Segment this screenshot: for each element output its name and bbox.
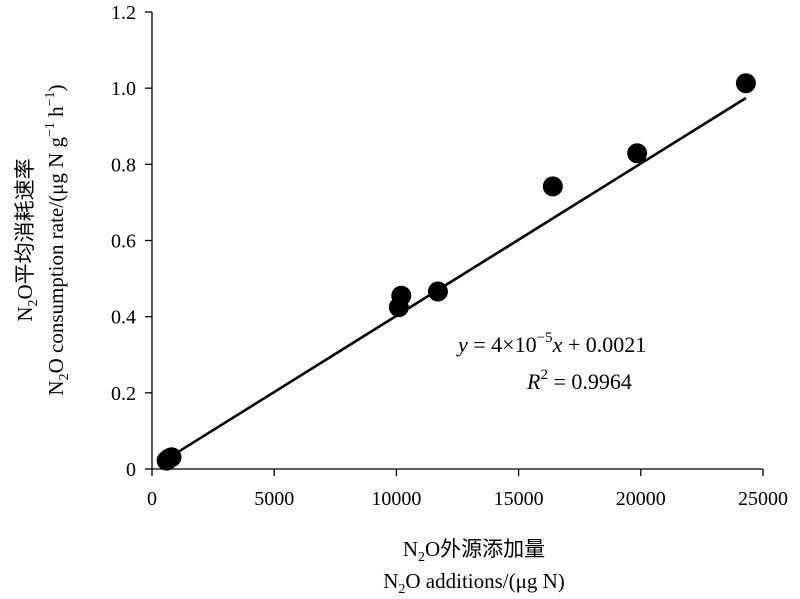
y-axis-title-en: N2O consumption rate/(μg N g−1 h−1) [43,84,72,395]
trendline [165,96,747,461]
x-tick-label: 10000 [371,488,421,510]
data-point [735,73,756,94]
x-axis-title-en: N2O additions/(μg N) [383,569,565,597]
y-tick-label: 0 [126,459,136,481]
y-tick-label: 0.2 [111,383,136,405]
data-point [427,281,448,302]
x-axis-title-cn: N2O外源添加量 [403,537,545,565]
regression-equation: y = 4×10−5x + 0.0021 [456,330,646,357]
y-axis-title-cn: N2O平均消耗速率 [13,158,41,321]
data-points [156,73,756,471]
data-point [161,447,182,468]
x-tick-label: 25000 [738,488,788,510]
r-squared: R2 = 0.9964 [526,367,632,394]
x-tick-label: 0 [147,488,157,510]
tick-labels: 0 5000 10000 15000 20000 25000 0 0.2 0.4 0.6 0.8 1.… [111,2,788,510]
y-tick-label: 1.2 [111,2,136,24]
x-tick-label: 5000 [254,488,294,510]
y-tick-label: 0.6 [111,231,136,253]
x-tick-label: 15000 [494,488,544,510]
y-axis-title-en-group: N2O consumption rate/(μg N g−1 h−1) [43,84,72,395]
data-point [627,143,648,164]
y-axis-title-cn-group: N2O平均消耗速率 [13,158,41,321]
data-point [542,176,563,197]
axes [145,11,764,476]
y-tick-label: 0.4 [111,307,136,329]
data-point [391,285,412,306]
y-tick-label: 0.8 [111,154,136,176]
y-tick-label: 1.0 [111,78,136,100]
x-tick-label: 20000 [616,488,666,510]
